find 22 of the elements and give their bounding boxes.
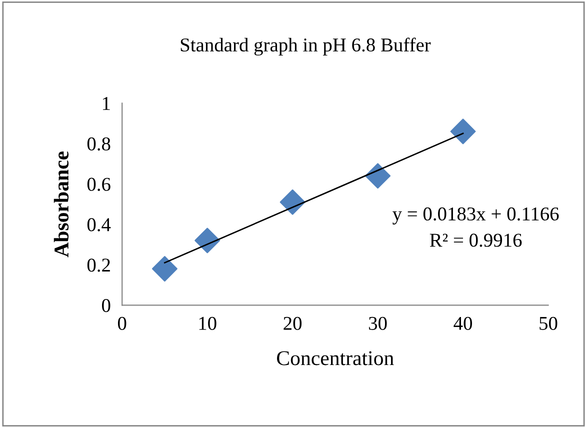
x-axis-title: Concentration <box>277 351 394 366</box>
y-tick-label: 0 <box>102 298 110 312</box>
y-axis-title: Absorbance <box>54 151 69 258</box>
y-tick-label: 0.6 <box>87 178 110 191</box>
y-tick-label: 0.2 <box>87 258 110 272</box>
point <box>194 228 220 254</box>
x-tick-label: 40 <box>454 316 472 330</box>
y-tick-label: 0.4 <box>87 218 111 232</box>
chart-title: Standard graph in pH 6.8 Buffer <box>180 38 431 56</box>
point <box>450 118 476 144</box>
point <box>365 163 391 189</box>
y-tick-label: 1 <box>102 97 110 110</box>
x-tick-label: 30 <box>369 316 387 330</box>
annotation: R² = 0.9916 <box>430 234 522 247</box>
annotation: y = 0.0183x + 0.1166 <box>392 207 559 225</box>
x-tick-label: 50 <box>540 316 558 330</box>
y-tick-label: 0.8 <box>87 137 110 151</box>
x-tick-label: 10 <box>199 316 216 330</box>
x-tick-label: 20 <box>284 316 302 330</box>
x-tick-label: 0 <box>118 316 126 330</box>
point <box>280 189 306 215</box>
point <box>152 256 178 282</box>
